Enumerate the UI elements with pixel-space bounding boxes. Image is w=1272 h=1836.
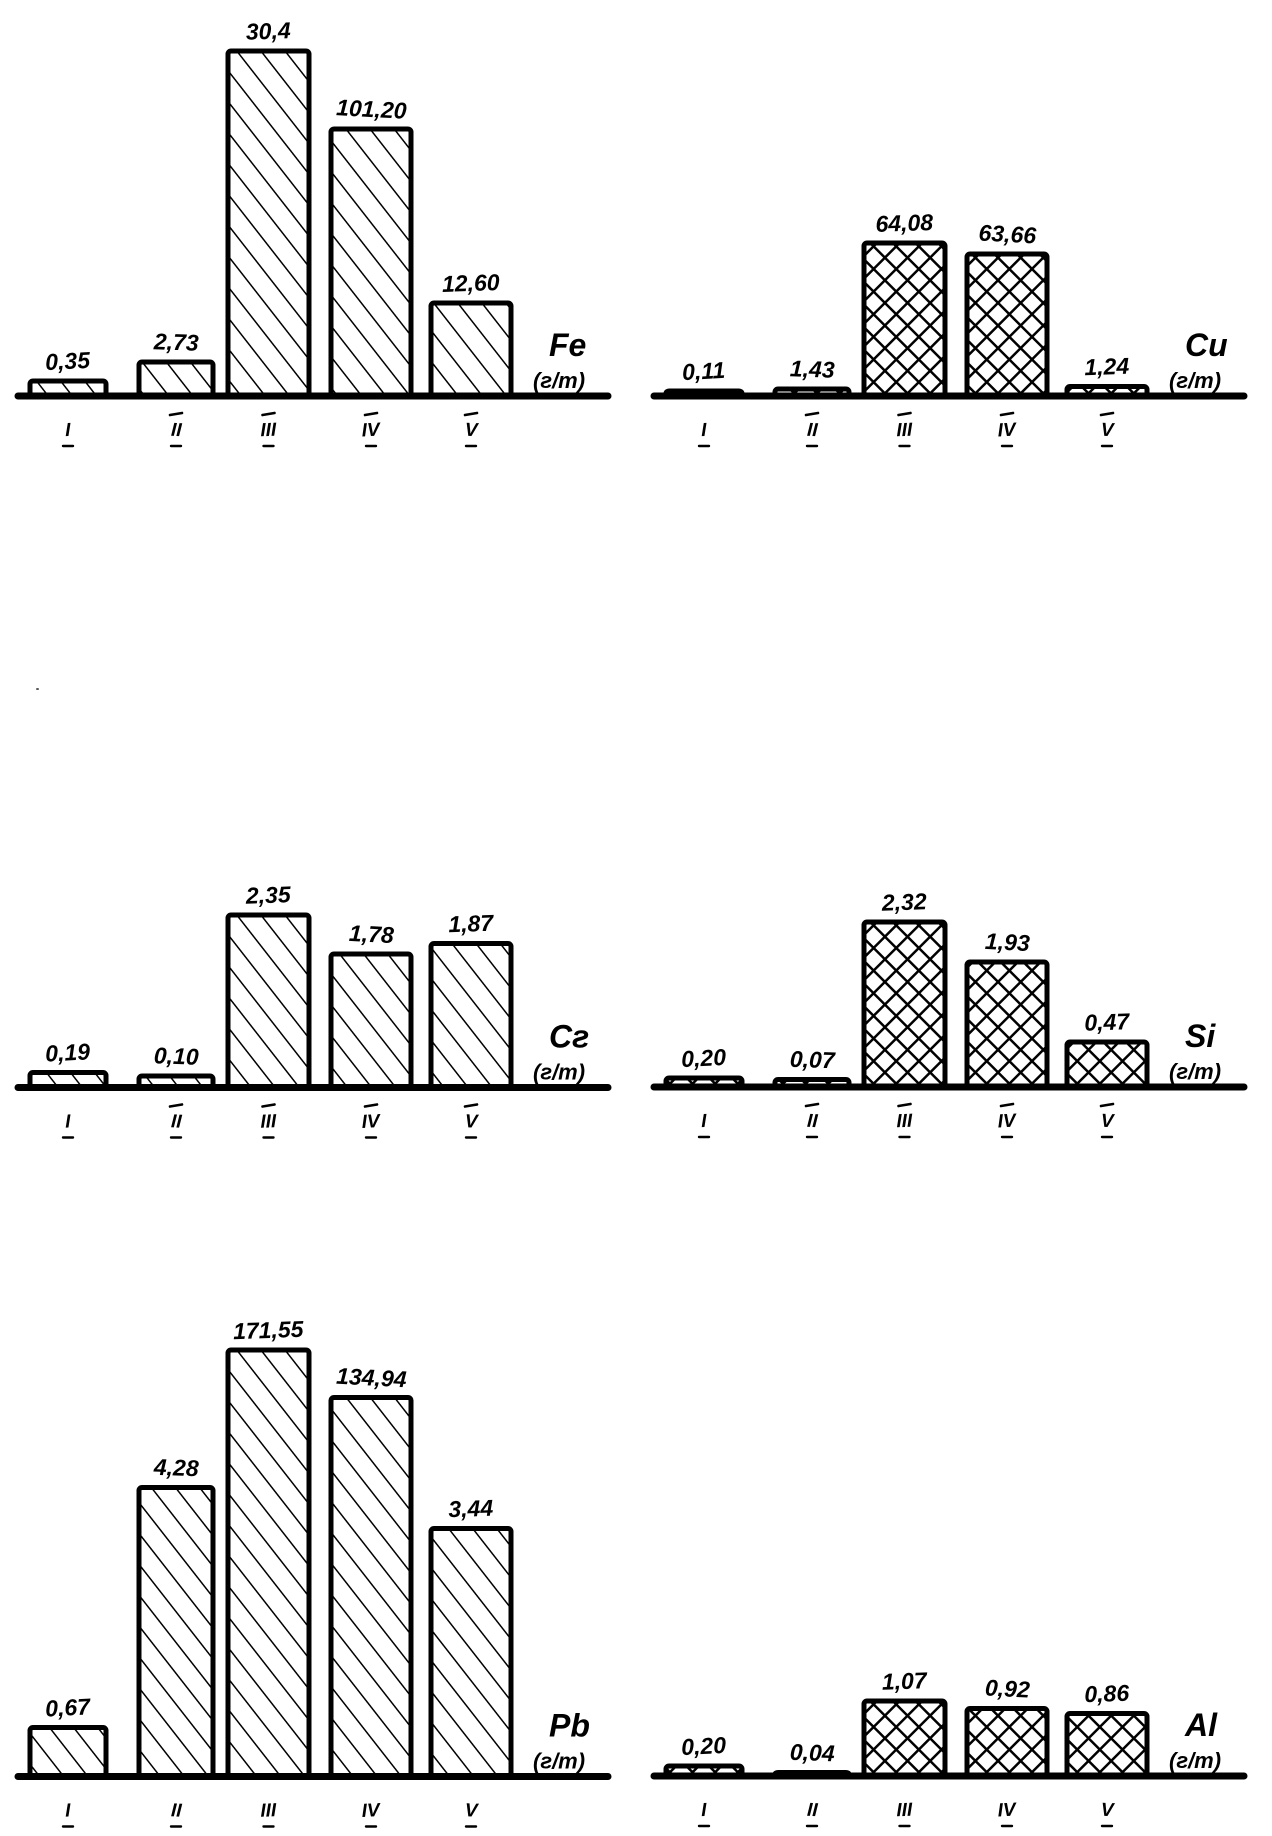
svg-text:1,93: 1,93: [984, 928, 1030, 956]
svg-text:V: V: [1100, 420, 1115, 441]
svg-text:IV: IV: [997, 1110, 1017, 1132]
svg-text:I: I: [65, 1800, 72, 1821]
svg-text:2,32: 2,32: [880, 888, 927, 916]
svg-text:V: V: [1100, 1800, 1115, 1821]
svg-text:0,35: 0,35: [45, 347, 92, 375]
svg-text:1,87: 1,87: [448, 909, 495, 937]
svg-text:II: II: [806, 1111, 818, 1133]
svg-text:I: I: [65, 1111, 72, 1132]
svg-text:1,78: 1,78: [348, 919, 394, 947]
svg-text:Al: Al: [1184, 1707, 1218, 1743]
svg-text:0,07: 0,07: [789, 1046, 836, 1074]
svg-text:Fe: Fe: [549, 327, 586, 363]
svg-text:0,47: 0,47: [1084, 1008, 1131, 1036]
svg-text:I: I: [65, 420, 72, 441]
svg-text:134,94: 134,94: [336, 1362, 408, 1392]
svg-text:(г/т): (г/т): [533, 1059, 585, 1084]
svg-text:I: I: [701, 420, 708, 441]
svg-text:III: III: [260, 1111, 277, 1133]
svg-text:1,43: 1,43: [789, 355, 835, 383]
svg-text:(г/т): (г/т): [1169, 1059, 1221, 1084]
svg-text:I: I: [701, 1111, 708, 1132]
svg-text:IV: IV: [361, 419, 381, 441]
svg-text:III: III: [896, 420, 913, 442]
svg-text:101,20: 101,20: [336, 94, 408, 124]
svg-text:IV: IV: [997, 419, 1017, 441]
svg-text:1,24: 1,24: [1084, 353, 1130, 381]
svg-text:IV: IV: [361, 1799, 381, 1821]
svg-text:(г/т): (г/т): [1169, 1748, 1221, 1773]
svg-text:0,19: 0,19: [45, 1038, 91, 1066]
svg-text:0,92: 0,92: [984, 1674, 1030, 1702]
svg-text:(г/т): (г/т): [1169, 368, 1221, 393]
svg-text:0,11: 0,11: [681, 357, 725, 385]
svg-text:III: III: [896, 1800, 913, 1822]
svg-text:(г/т): (г/т): [533, 368, 585, 393]
svg-text:0,10: 0,10: [153, 1042, 199, 1070]
svg-text:(г/т): (г/т): [533, 1748, 585, 1773]
svg-text:2,73: 2,73: [152, 328, 199, 356]
svg-text:63,66: 63,66: [978, 220, 1037, 249]
svg-text:V: V: [464, 1111, 479, 1132]
svg-text:V: V: [464, 1800, 479, 1821]
svg-text:0,20: 0,20: [681, 1732, 727, 1760]
svg-text:Cu: Cu: [1185, 327, 1228, 363]
svg-text:V: V: [1100, 1111, 1115, 1132]
svg-text:12,60: 12,60: [442, 269, 501, 297]
svg-text:1,07: 1,07: [881, 1667, 928, 1695]
svg-text:30,4: 30,4: [245, 17, 291, 45]
svg-text:0,67: 0,67: [45, 1693, 92, 1721]
svg-text:Cг: Cг: [549, 1018, 589, 1054]
svg-text:IV: IV: [997, 1799, 1017, 1821]
svg-text:0,86: 0,86: [1084, 1680, 1130, 1708]
svg-text:Pb: Pb: [549, 1707, 590, 1743]
svg-text:II: II: [806, 1800, 818, 1822]
svg-text:III: III: [260, 420, 277, 442]
svg-text:I: I: [701, 1800, 708, 1821]
svg-text:3,44: 3,44: [448, 1494, 494, 1522]
svg-text:III: III: [896, 1111, 913, 1133]
svg-text:II: II: [170, 1111, 182, 1133]
svg-text:Si: Si: [1185, 1018, 1216, 1054]
svg-text:171,55: 171,55: [233, 1315, 305, 1343]
svg-text:64,08: 64,08: [875, 209, 934, 237]
svg-text:0,20: 0,20: [681, 1044, 727, 1072]
svg-text:V: V: [464, 420, 479, 441]
svg-text:4,28: 4,28: [152, 1453, 199, 1481]
svg-text:II: II: [170, 420, 182, 442]
svg-text:IV: IV: [361, 1110, 381, 1132]
svg-text:II: II: [170, 1800, 182, 1822]
svg-text:III: III: [260, 1800, 277, 1822]
svg-text:2,35: 2,35: [244, 881, 292, 909]
svg-text:II: II: [806, 420, 818, 442]
svg-text:0,04: 0,04: [789, 1739, 835, 1767]
